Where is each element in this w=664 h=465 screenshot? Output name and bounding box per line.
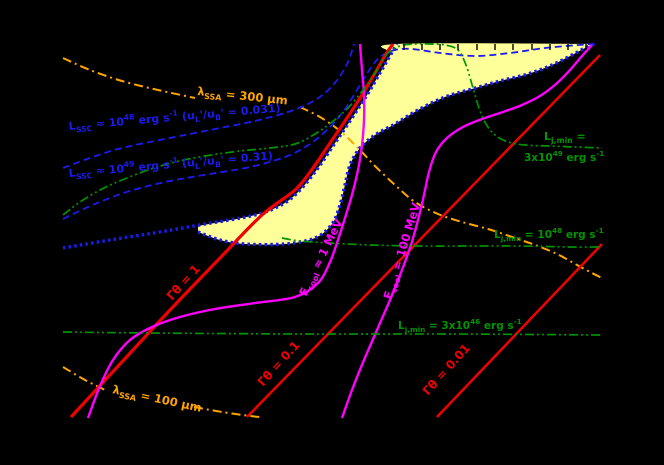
label-lambda-ssa-100: λSSA = 100 μm xyxy=(111,382,203,417)
gamma-theta-0p1-curve xyxy=(246,54,601,418)
lambda-ssa-300-right-curve xyxy=(299,106,603,279)
label-lssc-1e49: LSSC ≈ 1049 erg s-1 (uL'/uB' ≈ 0.31) xyxy=(68,147,274,182)
ssc-boundary-lower-curve xyxy=(197,42,595,247)
label-lj-min-3e49-line2: 3x1049 erg s-1 xyxy=(524,149,604,164)
label-e-cool-100mev: Ecool = 100 MeV xyxy=(380,201,425,302)
label-lj-min-3e49-line1: Lj,min = xyxy=(544,130,586,145)
label-lssc-1e48: LSSC ≈ 1048 erg s-1 (uL'/uB' ≈ 0.031) xyxy=(68,100,281,135)
top-axis-ticks xyxy=(403,44,587,50)
label-gamma-theta-0p01: Γθ = 0.01 xyxy=(420,341,473,398)
label-gamma-theta-0p1: Γθ = 0.1 xyxy=(255,338,303,389)
lambda-ssa-100-left-curve xyxy=(62,366,106,391)
lssc-1e48-curve xyxy=(62,43,355,169)
lambda-ssa-100-right-curve xyxy=(193,406,261,418)
e-cool-1mev-curve xyxy=(86,43,366,419)
lambda-ssa-300-left-curve xyxy=(62,57,196,99)
allowed-region xyxy=(198,43,594,245)
lj-min-3e46-curve xyxy=(62,331,603,336)
e-cool-100mev-curve xyxy=(340,44,593,419)
gamma-theta-0p01-curve xyxy=(436,243,603,418)
lj-min-1e48-curve xyxy=(281,237,603,248)
label-lj-min-3e46: Lj,min = 3x1046 erg s-1 xyxy=(398,317,522,334)
label-lambda-ssa-300: λSSA = 300 μm xyxy=(196,84,288,109)
label-lj-min-1e48: Lj,min = 1048 erg s-1 xyxy=(494,226,604,243)
lj-min-3e49-curve xyxy=(62,42,603,216)
lssc-1e49-curve xyxy=(62,43,597,220)
